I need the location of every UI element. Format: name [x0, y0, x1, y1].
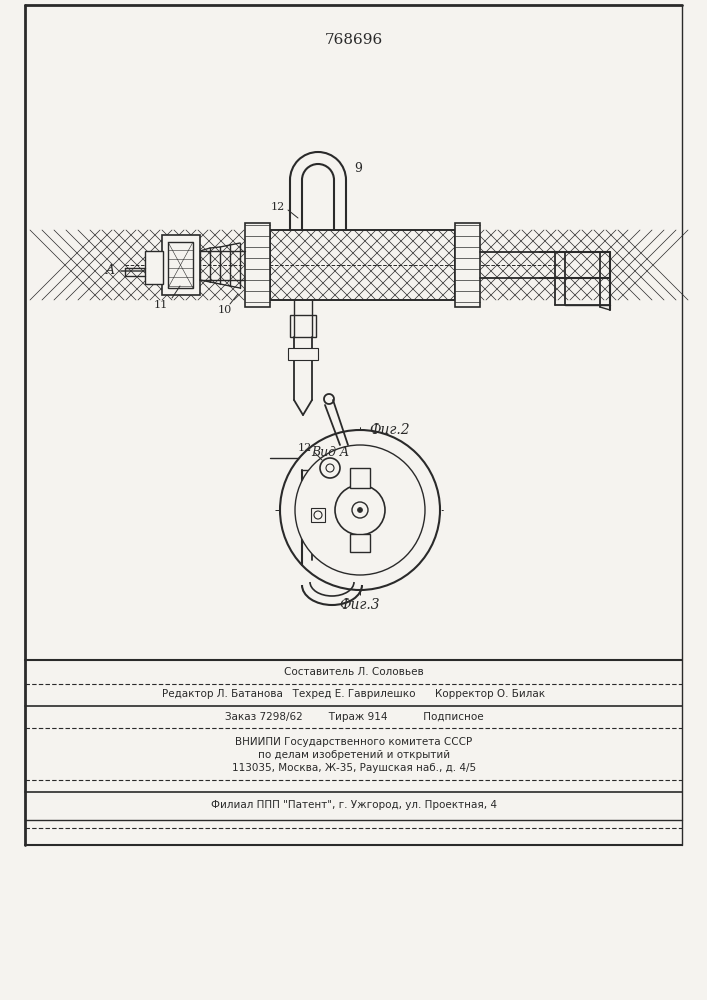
Text: Заказ 7298/62        Тираж 914           Подписное: Заказ 7298/62 Тираж 914 Подписное [225, 712, 484, 722]
Bar [455, 223, 480, 307]
Bar [270, 230, 455, 300]
Text: ВНИИПИ Государственного комитета СССР: ВНИИПИ Государственного комитета СССР [235, 737, 472, 747]
Bar [350, 468, 370, 488]
Text: 10: 10 [218, 305, 232, 315]
Circle shape [352, 502, 368, 518]
Bar [311, 508, 325, 522]
Bar [162, 235, 200, 295]
Circle shape [335, 485, 385, 535]
Bar [350, 534, 370, 552]
Text: A: A [105, 264, 115, 277]
Circle shape [320, 458, 340, 478]
Text: 12: 12 [298, 443, 312, 453]
Text: Фиг.3: Фиг.3 [339, 598, 380, 612]
Text: 9: 9 [354, 161, 362, 174]
Circle shape [326, 464, 334, 472]
Text: 113035, Москва, Ж-35, Раушская наб., д. 4/5: 113035, Москва, Ж-35, Раушская наб., д. … [232, 763, 476, 773]
Bar [288, 348, 318, 360]
Bar [270, 230, 455, 300]
Text: 768696: 768696 [325, 33, 383, 47]
Text: Редактор Л. Батанова   Техред Е. Гаврилешко      Корректор О. Билак: Редактор Л. Батанова Техред Е. Гаврилешк… [163, 689, 546, 699]
Text: Филиал ППП "Патент", г. Ужгород, ул. Проектная, 4: Филиал ППП "Патент", г. Ужгород, ул. Про… [211, 800, 497, 810]
Text: Вид A: Вид A [311, 446, 349, 458]
Circle shape [280, 430, 440, 590]
Text: Фиг.2: Фиг.2 [370, 423, 410, 437]
Bar [290, 315, 316, 337]
Text: Составитель Л. Соловьев: Составитель Л. Соловьев [284, 667, 424, 677]
Circle shape [295, 445, 425, 575]
Text: 11: 11 [153, 300, 168, 310]
Bar [145, 251, 163, 284]
Text: по делам изобретений и открытий: по делам изобретений и открытий [258, 750, 450, 760]
Circle shape [358, 508, 363, 512]
Bar [245, 223, 270, 307]
Text: 12: 12 [271, 202, 285, 212]
Bar [168, 242, 193, 288]
Circle shape [314, 511, 322, 519]
